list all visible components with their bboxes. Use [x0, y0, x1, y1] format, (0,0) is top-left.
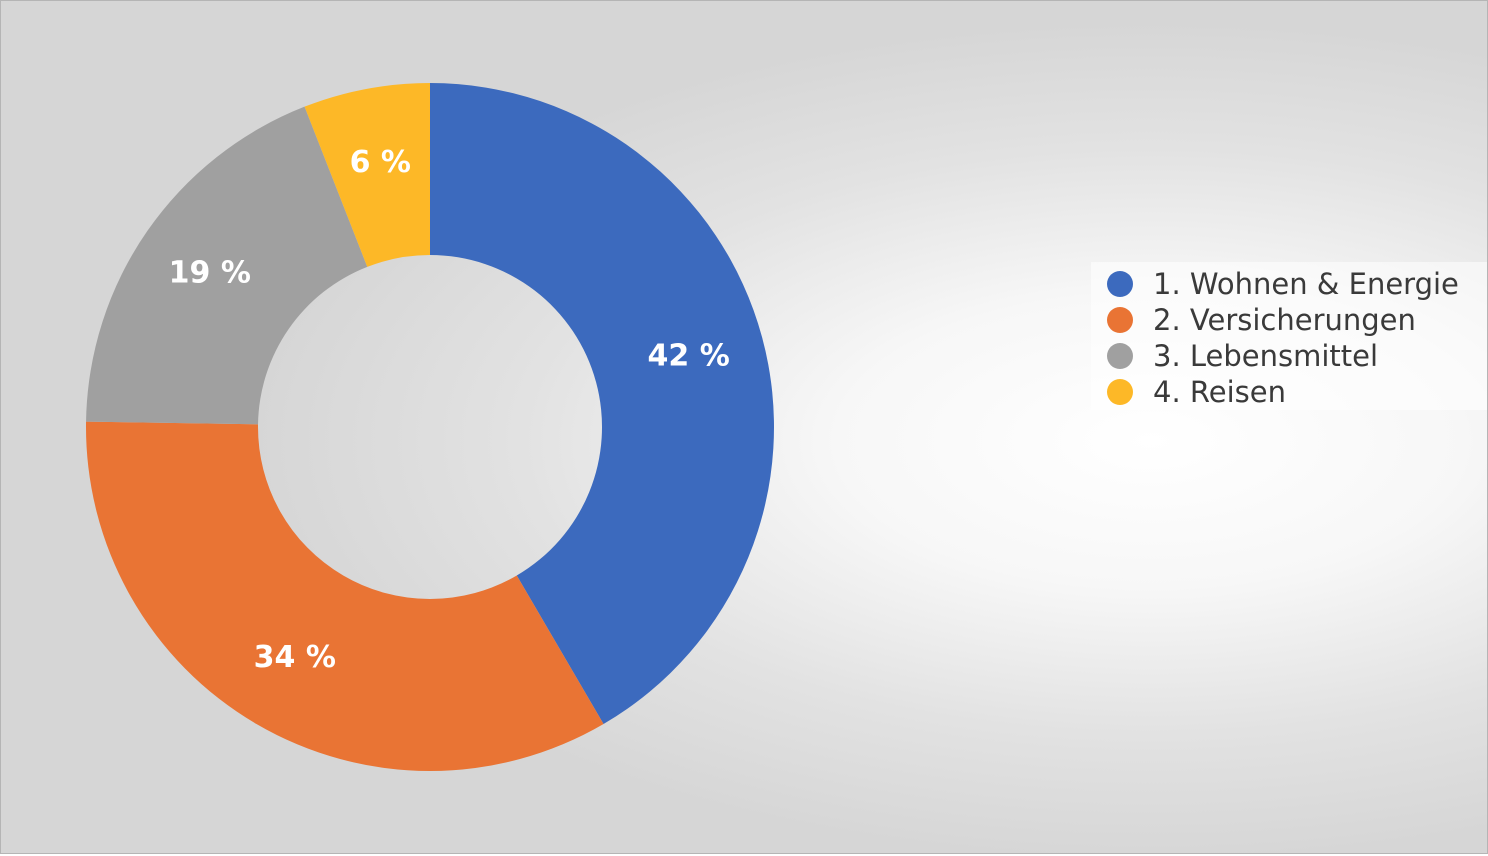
- legend-marker-reisen: [1107, 379, 1133, 405]
- legend-marker-wohnen: [1107, 271, 1133, 297]
- legend-label: 1. Wohnen & Energie: [1153, 267, 1459, 301]
- legend-item: 3. Lebensmittel: [1107, 338, 1487, 374]
- legend-label: 2. Versicherungen: [1153, 303, 1416, 337]
- legend-marker-lebensmittel: [1107, 343, 1133, 369]
- donut-slice-lebensmittel: [86, 106, 368, 425]
- legend-item: 4. Reisen: [1107, 374, 1487, 410]
- legend: 1. Wohnen & Energie 2. Versicherungen 3.…: [1091, 262, 1487, 410]
- donut-slice-reisen: [304, 83, 430, 267]
- legend-marker-versicherungen: [1107, 307, 1133, 333]
- donut-slice-versicherungen: [86, 421, 604, 771]
- legend-label: 4. Reisen: [1153, 375, 1286, 409]
- data-label-reisen: 6 %: [350, 145, 411, 180]
- legend-item: 2. Versicherungen: [1107, 302, 1487, 338]
- legend-item: 1. Wohnen & Energie: [1107, 266, 1487, 302]
- data-label-lebensmittel: 19 %: [169, 256, 251, 291]
- donut-slice-wohnen: [430, 83, 774, 725]
- data-label-versicherungen: 34 %: [254, 640, 336, 675]
- data-label-wohnen: 42 %: [648, 338, 730, 373]
- legend-label: 3. Lebensmittel: [1153, 339, 1379, 373]
